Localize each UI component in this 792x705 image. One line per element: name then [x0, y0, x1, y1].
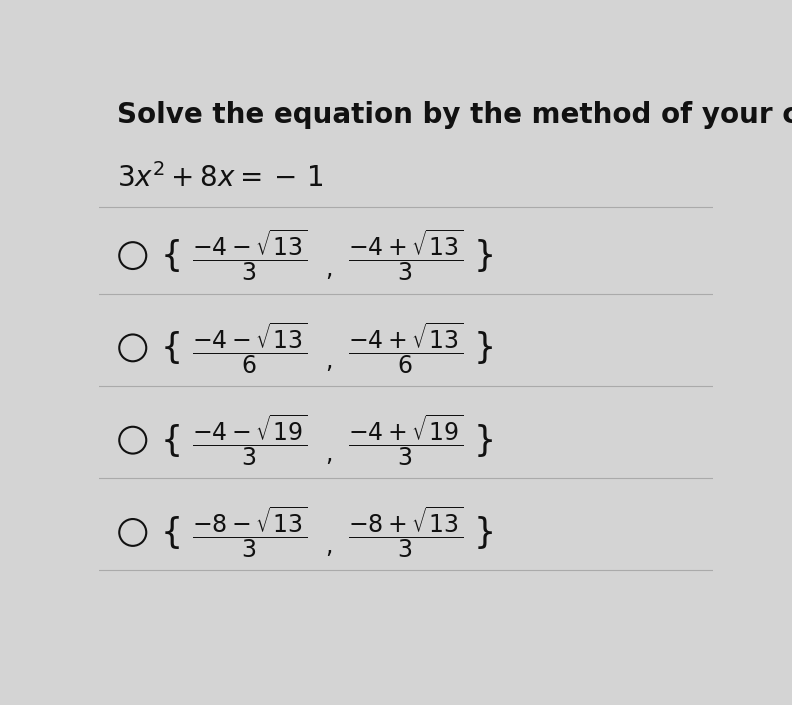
Text: $\dfrac{-4-\sqrt{13}}{6}$: $\dfrac{-4-\sqrt{13}}{6}$	[192, 320, 307, 376]
Text: ,: ,	[326, 442, 333, 466]
Text: $\dfrac{-4+\sqrt{19}}{3}$: $\dfrac{-4+\sqrt{19}}{3}$	[348, 412, 463, 468]
Text: $\{$: $\{$	[160, 422, 180, 459]
Text: Solve the equation by the method of your choice.: Solve the equation by the method of your…	[117, 101, 792, 129]
Text: $\{$: $\{$	[160, 237, 180, 274]
Text: $\dfrac{-8-\sqrt{13}}{3}$: $\dfrac{-8-\sqrt{13}}{3}$	[192, 505, 307, 560]
Text: $\dfrac{-4+\sqrt{13}}{3}$: $\dfrac{-4+\sqrt{13}}{3}$	[348, 228, 463, 283]
Text: $\}$: $\}$	[473, 422, 493, 459]
Text: $\}$: $\}$	[473, 237, 493, 274]
Text: ,: ,	[326, 350, 333, 374]
Text: $\dfrac{-4-\sqrt{19}}{3}$: $\dfrac{-4-\sqrt{19}}{3}$	[192, 412, 307, 468]
Text: $\{$: $\{$	[160, 329, 180, 367]
Text: $\dfrac{-4-\sqrt{13}}{3}$: $\dfrac{-4-\sqrt{13}}{3}$	[192, 228, 307, 283]
Text: $\}$: $\}$	[473, 329, 493, 367]
Text: ,: ,	[326, 257, 333, 281]
Text: $3x^2 + 8x = -\,1$: $3x^2 + 8x = -\,1$	[117, 164, 324, 193]
Text: $\dfrac{-4+\sqrt{13}}{6}$: $\dfrac{-4+\sqrt{13}}{6}$	[348, 320, 463, 376]
Text: $\}$: $\}$	[473, 514, 493, 551]
Text: $\{$: $\{$	[160, 514, 180, 551]
Text: ,: ,	[326, 534, 333, 558]
Text: $\dfrac{-8+\sqrt{13}}{3}$: $\dfrac{-8+\sqrt{13}}{3}$	[348, 505, 463, 560]
